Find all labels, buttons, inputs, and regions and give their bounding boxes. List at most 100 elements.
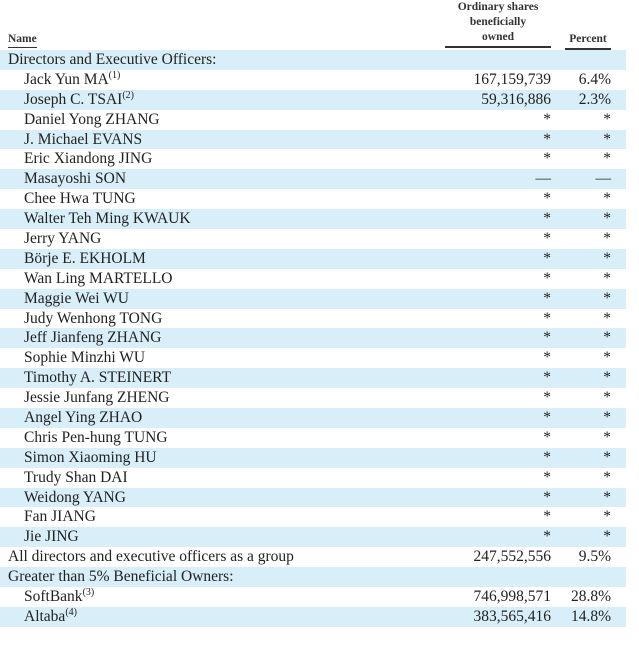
row-shares: * [543,468,551,486]
name-text: SoftBank [24,588,83,606]
table-row: Timothy A. STEINERT * * [0,368,626,389]
header-line: Ordinary shares [457,1,539,13]
ownership-table: Directors and Executive Officers: Jack Yu… [0,50,626,627]
name-text: J. Michael EVANS [24,130,143,148]
name-text: Weidong YANG [24,488,126,506]
row-name: Sophie Minzhi WU [24,348,145,368]
name-text: Jie JING [24,528,79,546]
table-row: Judy Wenhong TONG * * [0,309,626,329]
row-percent: 14.8% [570,607,611,625]
table-row: Jessie Junfang ZHENG * * [0,388,626,408]
table-row: Joseph C. TSAI(2) 59,316,886 2.3% [0,89,626,110]
row-percent: * [603,488,611,506]
row-shares: 247,552,556 [473,548,552,566]
footnote-ref: (2) [122,89,134,101]
name-text: Masayoshi SON [24,170,127,188]
name-text: Greater than 5% Beneficial Owners: [8,568,234,586]
name-text: Judy Wenhong TONG [24,309,163,327]
table-row: Directors and Executive Officers: [0,50,626,70]
row-percent: * [603,349,611,367]
row-name: Jerry YANG [24,229,101,249]
row-shares: * [543,210,551,228]
name-text: Börje E. EKHOLM [24,249,146,267]
row-percent: 28.8% [570,588,611,606]
name-text: Altaba [24,607,66,625]
table-row: J. Michael EVANS * * [0,129,626,150]
table-row: Eric Xiandong JING * * [0,149,626,169]
name-text: Jerry YANG [24,230,102,248]
row-percent: — [595,170,612,188]
name-text: Jack Yun MA [24,70,109,88]
table-row: All directors and executive officers as … [0,547,626,567]
table-row: SoftBank(3) 746,998,571 28.8% [0,587,626,607]
row-name: Directors and Executive Officers: [8,50,216,70]
row-name: Daniel Yong ZHANG [24,110,160,130]
row-name: Timothy A. STEINERT [24,368,171,388]
row-percent: * [603,210,611,228]
row-name: Chris Pen-hung TUNG [24,428,168,448]
row-name: Judy Wenhong TONG [24,309,162,329]
row-percent: * [603,448,611,466]
row-percent: * [603,110,611,128]
row-percent: * [603,230,611,248]
row-shares: 383,565,416 [473,607,552,625]
name-text: Angel Ying ZHAO [24,409,143,427]
table-row: Greater than 5% Beneficial Owners: [0,567,626,588]
name-text: Joseph C. TSAI [24,90,123,108]
name-text: Trudy Shan DAI [24,468,128,486]
row-percent: * [603,389,611,407]
row-percent: * [603,309,611,327]
row-name: Walter Teh Ming KWAUK [24,209,191,229]
name-text: Chris Pen-hung TUNG [24,428,168,446]
row-shares: * [543,369,551,387]
row-percent: * [603,409,611,427]
table-row: Weidong YANG * * [0,487,626,508]
footnote-ref: (1) [108,69,121,81]
row-name: Jessie Junfang ZHENG [24,388,170,408]
column-header-shares: Ordinary shares beneficially owned [445,0,551,48]
footnote-ref: (3) [82,587,95,599]
row-percent: * [603,289,611,307]
row-percent: 9.5% [578,548,611,566]
row-name: SoftBank(3) [24,587,94,607]
name-text: All directors and executive officers as … [8,548,294,566]
row-shares: — [535,170,552,188]
name-text: Daniel Yong ZHANG [24,110,160,128]
row-shares: * [543,150,551,168]
row-shares: * [543,349,551,367]
row-percent: * [603,369,611,387]
row-percent: * [603,150,611,168]
row-shares: * [543,269,551,287]
row-percent: 6.4% [578,70,611,88]
row-shares: * [543,230,551,248]
row-percent: * [603,269,611,287]
row-shares: * [543,190,551,208]
footnote-ref: (4) [65,606,77,618]
row-percent: * [603,190,611,208]
row-name: Wan Ling MARTELLO [24,269,173,289]
table-row: Jie JING * * [0,527,626,548]
table-row: Simon Xiaoming HU * * [0,447,626,468]
table-row: Sophie Minzhi WU * * [0,348,626,368]
table-row: Walter Teh Ming KWAUK * * [0,209,626,230]
table-row: Maggie Wei WU * * [0,288,626,309]
row-name: Weidong YANG [24,488,126,508]
name-text: Eric Xiandong JING [24,150,153,168]
row-shares: * [543,110,551,128]
row-shares: * [543,309,551,327]
row-percent: * [603,468,611,486]
header-line: beneficially [469,16,527,28]
row-name: Jack Yun MA(1) [24,70,120,90]
name-text: Sophie Minzhi WU [24,349,146,367]
row-name: Chee Hwa TUNG [24,189,136,209]
row-shares: * [543,528,551,546]
row-shares: * [543,130,551,148]
table-row: Börje E. EKHOLM * * [0,248,626,269]
row-percent: 2.3% [578,90,611,108]
row-name: Trudy Shan DAI [24,468,128,488]
row-name: J. Michael EVANS [24,130,142,150]
name-text: Fan JIANG [24,508,96,526]
row-name: Maggie Wei WU [24,289,129,309]
name-text: Timothy A. STEINERT [24,369,172,387]
table-row: Masayoshi SON — — [0,169,626,190]
